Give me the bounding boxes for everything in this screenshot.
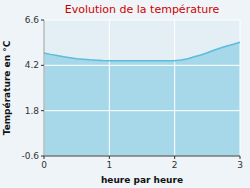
grid-line-y [44, 65, 240, 66]
x-tick [174, 156, 175, 159]
x-tick-label: 1 [106, 160, 112, 170]
grid-line-y [44, 110, 240, 111]
y-tick [41, 110, 44, 111]
y-tick [41, 65, 44, 66]
grid [44, 20, 240, 156]
data-group [44, 42, 240, 156]
y-tick [41, 156, 44, 157]
x-tick-label: 0 [41, 160, 47, 170]
grid-line-x [44, 20, 45, 156]
y-tick [41, 20, 44, 21]
x-tick [240, 156, 241, 159]
grid-line-x [109, 20, 110, 156]
grid-line-y [44, 156, 240, 157]
line [44, 42, 240, 61]
y-tick-label: -0.6 [21, 151, 39, 161]
y-tick-label: 4.2 [25, 60, 39, 70]
grid-line-x [174, 20, 175, 156]
y-axis-line [44, 20, 45, 156]
grid-line-y [44, 20, 240, 21]
x-tick [109, 156, 110, 159]
area [44, 42, 240, 156]
line-group [44, 42, 240, 61]
chart-container: 0 1 2 3 -0.6 1.8 4.2 6.6 heure par heure Températ… [0, 0, 250, 188]
x-axis-line [44, 156, 240, 157]
y-tick-label: 1.8 [25, 106, 40, 116]
x-tick-label: 2 [172, 160, 178, 170]
title: Evolution de la température [65, 3, 220, 16]
x-tick-label: 3 [237, 160, 243, 170]
y-axis-label: Température en °C [2, 40, 12, 135]
plot-background [44, 20, 240, 156]
grid-line-x [240, 20, 241, 156]
x-axis-label: heure par heure [101, 175, 183, 185]
y-tick-label: 6.6 [25, 15, 40, 25]
chart-svg: 0 1 2 3 -0.6 1.8 4.2 6.6 heure par heure Températ… [0, 0, 250, 188]
